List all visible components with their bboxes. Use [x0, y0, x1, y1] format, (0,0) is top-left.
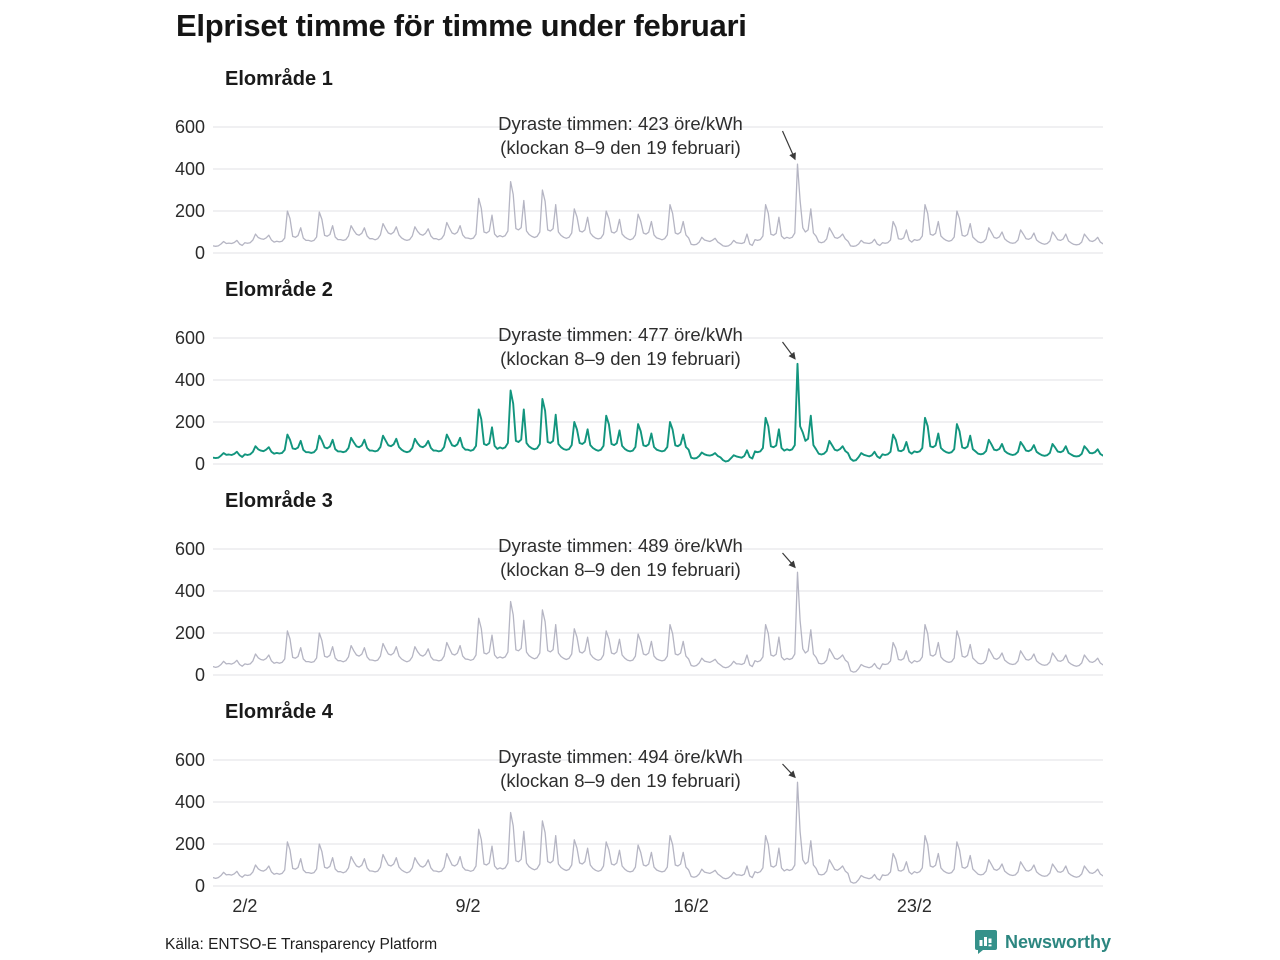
y-tick-label: 400	[174, 370, 205, 390]
y-tick-label: 200	[174, 201, 205, 221]
max-price-annotation: Dyraste timmen: 477 öre/kWh (klockan 8–9…	[398, 323, 843, 371]
annotation-line1: Dyraste timmen: 423 öre/kWh	[498, 113, 743, 134]
section-title: Elområde 4	[225, 701, 333, 723]
annotation-line2: (klockan 8–9 den 19 februari)	[500, 770, 741, 791]
annotation-line2: (klockan 8–9 den 19 februari)	[500, 559, 741, 580]
annotation-line1: Dyraste timmen: 489 öre/kWh	[498, 535, 743, 556]
max-price-annotation: Dyraste timmen: 489 öre/kWh (klockan 8–9…	[398, 534, 843, 582]
line-chart	[213, 337, 1103, 465]
y-tick-label: 0	[194, 876, 205, 896]
chart-section-elomrade-4: Elområde 4 600 400 200 0 Dyraste timmen:…	[0, 701, 1280, 916]
y-axis: 600 400 200 0	[0, 490, 205, 701]
y-tick-label: 600	[174, 117, 205, 137]
y-tick-label: 600	[174, 539, 205, 559]
y-axis: 600 400 200 0	[0, 701, 205, 912]
y-tick-label: 0	[194, 454, 205, 474]
y-tick-label: 600	[174, 328, 205, 348]
y-tick-label: 200	[174, 834, 205, 854]
y-tick-label: 600	[174, 750, 205, 770]
chart-section-elomrade-2: Elområde 2 600 400 200 0 Dyraste timmen:…	[0, 279, 1280, 490]
source-text: Källa: ENTSO-E Transparency Platform	[165, 936, 438, 953]
x-tick-label: 23/2	[896, 896, 932, 916]
line-chart	[213, 759, 1103, 887]
y-tick-label: 400	[174, 159, 205, 179]
y-axis: 600 400 200 0	[0, 279, 205, 490]
y-tick-label: 200	[174, 623, 205, 643]
x-axis: 2/2 9/2 16/2 23/2	[0, 896, 1280, 920]
y-tick-label: 200	[174, 412, 205, 432]
newsworthy-logo-icon	[975, 930, 997, 954]
section-title: Elområde 2	[225, 279, 333, 301]
chart-section-elomrade-3: Elområde 3 600 400 200 0 Dyraste timmen:…	[0, 490, 1280, 701]
page-title: Elpriset timme för timme under februari	[176, 8, 747, 43]
section-title: Elområde 3	[225, 490, 333, 512]
annotation-line2: (klockan 8–9 den 19 februari)	[500, 348, 741, 369]
newsworthy-brand-link[interactable]: Newsworthy	[974, 929, 1111, 955]
brand-name: Newsworthy	[1005, 931, 1112, 952]
line-chart	[213, 548, 1103, 676]
max-price-annotation: Dyraste timmen: 494 öre/kWh (klockan 8–9…	[398, 745, 843, 793]
x-tick-label: 9/2	[455, 896, 481, 916]
section-title: Elområde 1	[225, 68, 333, 90]
y-tick-label: 400	[174, 792, 205, 812]
annotation-line1: Dyraste timmen: 494 öre/kWh	[498, 746, 743, 767]
y-tick-label: 0	[194, 665, 205, 685]
line-chart	[213, 126, 1103, 254]
x-tick-label: 2/2	[232, 896, 258, 916]
y-tick-label: 0	[194, 243, 205, 263]
y-axis: 600 400 200 0	[0, 68, 205, 279]
max-price-annotation: Dyraste timmen: 423 öre/kWh (klockan 8–9…	[398, 112, 843, 160]
annotation-line2: (klockan 8–9 den 19 februari)	[500, 137, 741, 158]
annotation-line1: Dyraste timmen: 477 öre/kWh	[498, 324, 743, 345]
chart-section-elomrade-1: Elområde 1 600 400 200 0 Dyraste timmen:…	[0, 68, 1280, 279]
x-tick-label: 16/2	[673, 896, 709, 916]
y-tick-label: 400	[174, 581, 205, 601]
